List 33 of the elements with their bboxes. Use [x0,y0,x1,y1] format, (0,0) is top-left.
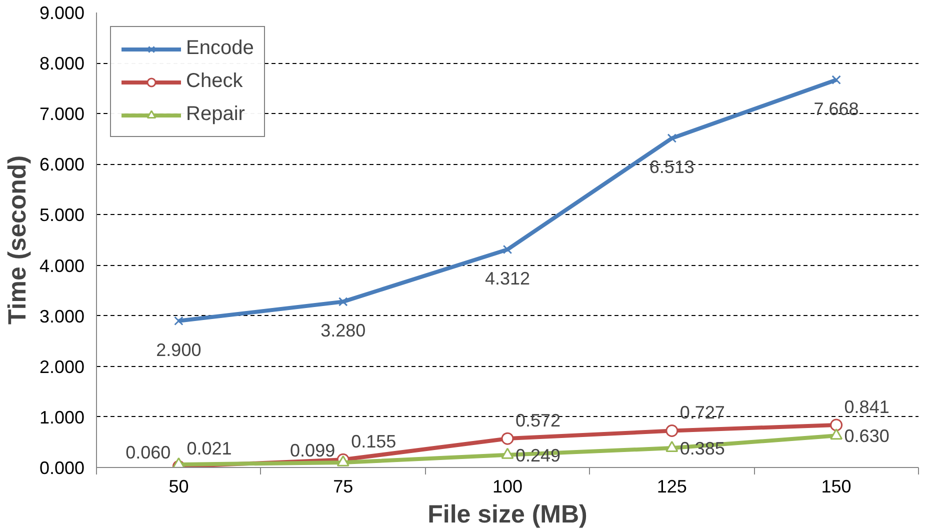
y-tick-label: 6.000 [39,154,85,175]
x-tick-label: 50 [168,476,189,496]
x-tick-label: 100 [492,476,523,496]
y-tick-label: 2.000 [39,356,85,377]
y-tick-label: 8.000 [39,54,85,74]
y-tick-label: 1.000 [39,407,85,428]
legend-label: Check [186,70,243,93]
x-tick-label: 125 [656,476,687,496]
data-label: 0.841 [844,396,890,417]
data-label: 7.668 [814,98,859,119]
x-tick-label: 150 [821,476,852,496]
y-axis-title: Time (second) [3,155,32,325]
x-tick-label: 75 [333,476,354,496]
data-label: 0.060 [126,442,171,462]
data-label: 0.099 [290,440,336,460]
data-label: 3.280 [320,320,366,341]
data-label: 6.513 [649,157,694,178]
legend-label: Encode [186,37,254,60]
legend-label: Repair [186,103,245,126]
data-label: 4.312 [484,268,530,289]
data-label: 0.155 [351,432,396,452]
data-label: 0.630 [844,426,890,446]
y-tick-label: 0.000 [39,458,85,478]
data-label: 0.572 [516,410,561,431]
data-label: 2.900 [156,340,202,360]
y-tick-label: 4.000 [39,256,85,276]
data-label: 0.021 [186,438,232,458]
x-axis-title: File size (MB) [428,500,588,528]
y-tick-label: 5.000 [39,205,85,226]
y-tick-label: 3.000 [39,306,85,326]
y-tick-label: 9.000 [39,3,85,23]
y-tick-label: 7.000 [39,104,85,124]
data-label: 0.727 [680,402,725,423]
